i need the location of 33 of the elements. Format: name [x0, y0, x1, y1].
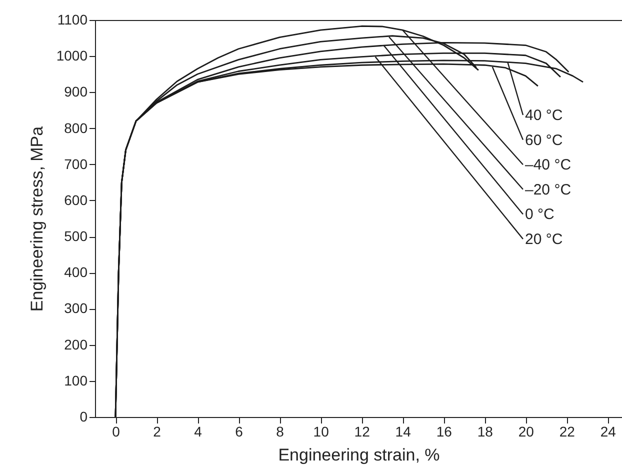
x-tick-label: 8 [276, 424, 284, 440]
annotation: 60 °C [525, 132, 563, 149]
annotation: 40 °C [525, 107, 563, 124]
x-tick-label: 20 [518, 424, 534, 440]
y-tick-label: 900 [64, 84, 88, 100]
y-tick-label: 800 [64, 120, 88, 136]
y-tick-label: 400 [64, 264, 88, 280]
x-tick-label: 18 [477, 424, 494, 440]
y-tick-label: 100 [64, 372, 88, 388]
x-tick-label: 2 [153, 424, 162, 440]
y-tick-label: 500 [64, 228, 88, 244]
annotation: 20 °C [525, 231, 563, 248]
y-tick-label: 600 [64, 192, 88, 208]
x-axis-title: Engineering strain, % [278, 446, 440, 464]
y-axis-title: Engineering stress, MPa [27, 126, 46, 312]
annotation: –40 °C [525, 156, 572, 174]
x-tick-label: 22 [559, 424, 576, 440]
y-tick-label: 700 [64, 156, 88, 172]
y-tick-label: 1100 [57, 12, 88, 28]
y-tick-label: 1000 [56, 48, 88, 64]
annotation: –20 °C [525, 181, 572, 198]
y-tick-label: 0 [80, 408, 88, 424]
x-tick-label: 24 [600, 424, 616, 440]
x-tick-label: 4 [194, 424, 202, 440]
y-tick-label: 300 [64, 300, 88, 316]
x-tick-label: 12 [354, 424, 370, 440]
x-tick-label: 16 [436, 424, 452, 440]
x-tick-label: 14 [395, 424, 412, 440]
x-tick-label: 0 [112, 424, 120, 440]
annotation: 0 °C [525, 206, 555, 224]
x-tick-label: 6 [235, 424, 244, 440]
x-tick-label: 10 [313, 424, 330, 440]
y-tick-label: 200 [64, 336, 88, 352]
